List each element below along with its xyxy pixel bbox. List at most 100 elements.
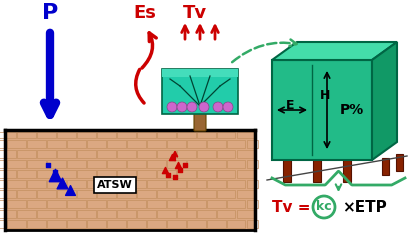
Bar <box>197 169 216 178</box>
Bar <box>47 219 66 228</box>
Point <box>165 173 171 177</box>
Point <box>59 181 65 185</box>
Bar <box>217 132 235 138</box>
Bar <box>27 200 46 208</box>
Bar <box>57 209 76 218</box>
Bar <box>343 160 351 182</box>
Bar <box>7 140 25 148</box>
Point <box>52 173 59 177</box>
Bar <box>207 200 225 208</box>
Bar <box>17 209 36 218</box>
Bar <box>137 189 155 198</box>
Bar <box>157 209 176 218</box>
Bar <box>37 189 56 198</box>
Bar <box>0 200 5 208</box>
Bar <box>227 140 245 148</box>
Bar <box>157 189 176 198</box>
Bar <box>107 180 125 188</box>
Bar <box>37 149 56 158</box>
Bar <box>107 160 125 168</box>
Bar <box>47 180 66 188</box>
Bar <box>147 200 166 208</box>
Point <box>66 188 73 192</box>
Bar <box>162 69 238 114</box>
Text: kc: kc <box>316 200 332 214</box>
Bar <box>0 169 15 178</box>
Polygon shape <box>372 42 397 160</box>
Bar <box>247 219 258 228</box>
Bar <box>247 180 258 188</box>
Circle shape <box>199 102 209 112</box>
Bar <box>27 140 46 148</box>
Text: P%: P% <box>340 103 364 117</box>
Bar <box>187 180 206 188</box>
Bar <box>67 180 86 188</box>
Bar <box>177 149 196 158</box>
Bar <box>147 180 166 188</box>
Bar <box>57 132 76 138</box>
Bar <box>37 169 56 178</box>
Bar <box>0 219 5 228</box>
Bar <box>27 160 46 168</box>
Bar <box>127 160 145 168</box>
Circle shape <box>177 102 187 112</box>
Bar <box>217 169 235 178</box>
Bar <box>87 160 105 168</box>
Bar <box>247 160 258 168</box>
Bar <box>57 189 76 198</box>
Bar <box>147 160 166 168</box>
Bar <box>77 209 95 218</box>
Bar <box>77 149 95 158</box>
Circle shape <box>313 196 335 218</box>
Bar <box>313 160 321 182</box>
Bar <box>283 160 291 182</box>
Text: Tv =: Tv = <box>272 200 311 215</box>
Bar <box>0 149 15 158</box>
Bar <box>147 140 166 148</box>
Bar <box>162 69 238 77</box>
Text: Es: Es <box>134 4 156 22</box>
Bar <box>107 140 125 148</box>
Bar <box>177 209 196 218</box>
Bar <box>97 169 115 178</box>
Bar <box>67 160 86 168</box>
Bar <box>227 160 245 168</box>
Bar <box>117 189 135 198</box>
Bar <box>247 200 258 208</box>
Bar <box>127 219 145 228</box>
Bar <box>227 200 245 208</box>
Bar <box>7 180 25 188</box>
Bar <box>197 132 216 138</box>
Bar <box>187 219 206 228</box>
Bar <box>207 180 225 188</box>
Bar <box>67 219 86 228</box>
Bar <box>187 200 206 208</box>
Bar <box>187 140 206 148</box>
Bar <box>17 169 36 178</box>
Bar <box>0 189 15 198</box>
Bar <box>117 209 135 218</box>
Bar <box>77 132 95 138</box>
Bar <box>27 180 46 188</box>
Bar <box>17 189 36 198</box>
Bar <box>0 132 15 138</box>
Bar <box>167 200 186 208</box>
Bar <box>97 189 115 198</box>
Bar <box>37 209 56 218</box>
Bar <box>77 169 95 178</box>
Bar <box>7 160 25 168</box>
Bar <box>157 169 176 178</box>
Text: E: E <box>286 98 294 111</box>
Bar <box>197 189 216 198</box>
Bar <box>157 132 176 138</box>
Bar <box>167 160 186 168</box>
Bar <box>137 132 155 138</box>
Circle shape <box>213 102 223 112</box>
Bar <box>167 180 186 188</box>
Bar <box>137 209 155 218</box>
Bar <box>77 189 95 198</box>
Bar <box>177 169 196 178</box>
Bar <box>0 160 5 168</box>
Bar <box>7 200 25 208</box>
Bar <box>247 140 258 148</box>
